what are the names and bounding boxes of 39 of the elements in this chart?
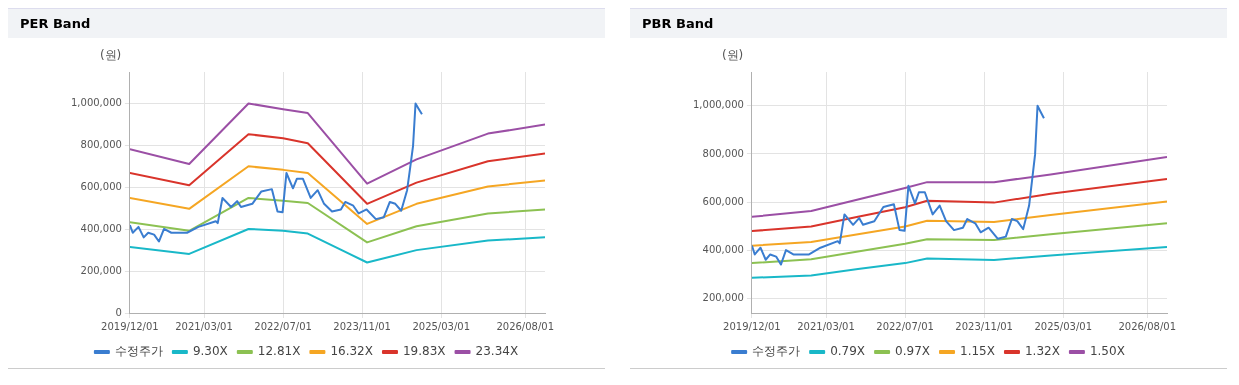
x-tick-label: 2026/08/01 — [496, 320, 555, 332]
x-tick-label: 2019/12/01 — [723, 320, 781, 332]
x-tick-label: 2025/03/01 — [1034, 320, 1093, 332]
chart-title: PER Band — [8, 8, 605, 38]
legend-label: 0.97X — [895, 344, 931, 359]
x-tick-label: 2019/12/01 — [101, 320, 159, 332]
legend-label: 12.81X — [257, 344, 301, 359]
y-tick-label: 400,000 — [80, 222, 122, 234]
legend-label: 1.32X — [1024, 344, 1060, 359]
y-tick-label: 1,000,000 — [692, 99, 744, 111]
y-tick-label: 0 — [115, 306, 122, 318]
legend-label: 수정주가 — [114, 344, 163, 359]
legend-label: 1.15X — [960, 344, 995, 359]
legend-label: 0.79X — [830, 344, 866, 359]
x-tick-label: 2022/07/01 — [876, 320, 934, 332]
legend-label: 19.83X — [402, 344, 446, 359]
legend-label: 수정주가 — [752, 344, 801, 359]
y-tick-label: 600,000 — [702, 195, 744, 207]
legend-label: 1.50X — [1089, 344, 1125, 359]
legend-label: 23.34X — [475, 344, 519, 359]
x-tick-label: 2021/03/01 — [797, 320, 855, 332]
x-tick-label: 2021/03/01 — [175, 320, 233, 332]
y-tick-label: 800,000 — [80, 138, 122, 150]
legend-label: 16.32X — [330, 344, 373, 359]
y-tick-label: 600,000 — [80, 180, 122, 192]
y-axis-title: (원) — [721, 48, 744, 63]
y-axis-title: (원) — [99, 48, 122, 63]
chart-title: PBR Band — [630, 8, 1227, 38]
x-tick-label: 2026/08/01 — [1118, 320, 1177, 332]
x-tick-label: 2025/03/01 — [412, 320, 471, 332]
y-tick-label: 200,000 — [702, 292, 744, 304]
y-tick-label: 200,000 — [80, 264, 122, 276]
x-tick-label: 2022/07/01 — [254, 320, 312, 332]
y-tick-label: 1,000,000 — [70, 97, 122, 109]
y-tick-label: 800,000 — [702, 147, 744, 159]
x-tick-label: 2023/11/01 — [333, 320, 391, 332]
x-tick-label: 2023/11/01 — [955, 320, 1013, 332]
y-tick-label: 400,000 — [702, 243, 744, 255]
legend-label: 9.30X — [192, 344, 228, 359]
